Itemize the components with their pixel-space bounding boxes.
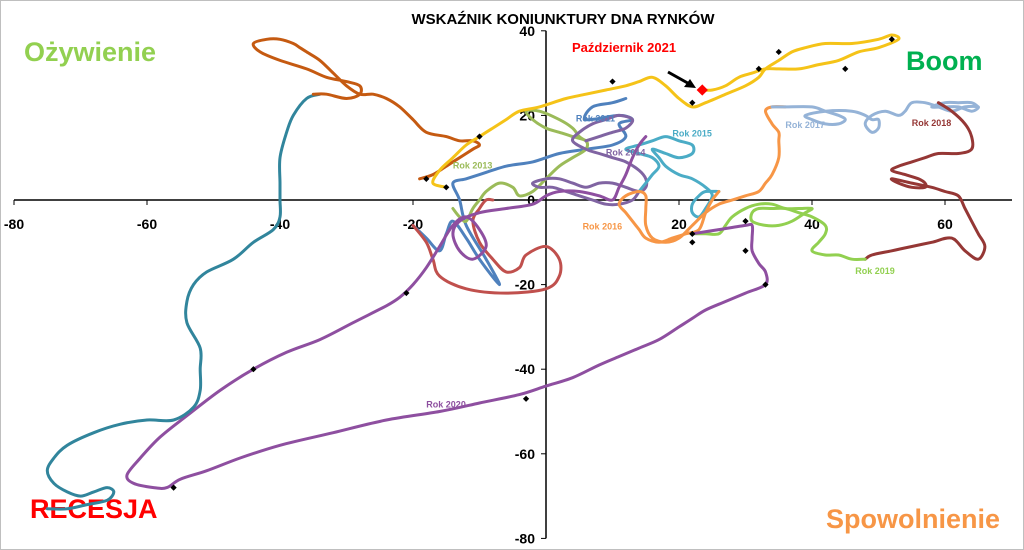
annotation-point bbox=[696, 84, 708, 96]
series-line-rok-2019 bbox=[690, 202, 867, 262]
data-marker bbox=[775, 48, 782, 56]
data-marker bbox=[443, 184, 450, 191]
x-tick-label: 20 bbox=[671, 216, 687, 232]
data-marker bbox=[689, 239, 696, 246]
y-tick-label: -40 bbox=[515, 361, 535, 377]
x-tick-label: -60 bbox=[137, 216, 157, 232]
series-layer bbox=[45, 33, 987, 511]
data-marker bbox=[170, 484, 177, 491]
data-marker bbox=[522, 395, 530, 402]
data-marker bbox=[742, 247, 749, 254]
series-line-rok-2015 bbox=[624, 135, 721, 219]
quadrant-label-spowolnienie: Spowolnienie bbox=[826, 504, 1000, 534]
y-tick-label: -60 bbox=[515, 446, 535, 462]
series-label-rok-2011: Rok 2011 bbox=[576, 114, 615, 124]
series-line-rok-2016 bbox=[617, 105, 787, 244]
series-label-rok-2018: Rok 2018 bbox=[912, 118, 952, 128]
marker-layer bbox=[170, 36, 895, 491]
y-tick-label: -80 bbox=[515, 530, 535, 546]
series-label-rok-2020: Rok 2020 bbox=[426, 399, 466, 409]
chart-title: WSKAŹNIK KONIUNKTURY DNA RYNKÓW bbox=[411, 10, 715, 28]
x-tick-label: -80 bbox=[4, 216, 24, 232]
data-marker bbox=[403, 289, 410, 297]
series-line-rok-2018 bbox=[863, 101, 987, 261]
series-line-rok-2020 bbox=[125, 135, 769, 490]
series-labels: Rok 2011 Rok 2013 Rok 2014 Rok 2015 Rok 2016… bbox=[426, 114, 951, 410]
series-line-rok-2021c bbox=[431, 33, 901, 189]
annotation-arrowhead bbox=[684, 79, 696, 88]
series-label-rok-2014: Rok 2014 bbox=[606, 148, 646, 158]
y-tick-label: 40 bbox=[519, 23, 535, 39]
data-marker bbox=[842, 65, 849, 72]
series-line-rok-2021 bbox=[45, 92, 322, 511]
y-tick-label: -20 bbox=[515, 277, 535, 293]
data-marker bbox=[423, 175, 430, 182]
series-label-rok-2016: Rok 2016 bbox=[583, 222, 623, 232]
x-tick-label: 60 bbox=[937, 216, 953, 232]
data-marker bbox=[609, 78, 616, 85]
annotation-label: Październik 2021 bbox=[572, 40, 676, 55]
quadrant-label-ozywienie: Ożywienie bbox=[24, 37, 156, 67]
series-label-rok-2017: Rok 2017 bbox=[785, 120, 825, 130]
series-label-rok-2015: Rok 2015 bbox=[672, 129, 712, 139]
series-line-rok-2013 bbox=[451, 108, 590, 223]
series-label-rok-2013: Rok 2013 bbox=[453, 160, 493, 170]
series-line-rok-2021b bbox=[251, 37, 481, 181]
data-marker bbox=[742, 218, 749, 225]
series-line-rok-2017 bbox=[770, 100, 980, 134]
series-label-rok-2019: Rok 2019 bbox=[855, 266, 895, 276]
y-tick-label: 0 bbox=[527, 192, 535, 208]
quadrant-label-boom: Boom bbox=[906, 46, 983, 76]
